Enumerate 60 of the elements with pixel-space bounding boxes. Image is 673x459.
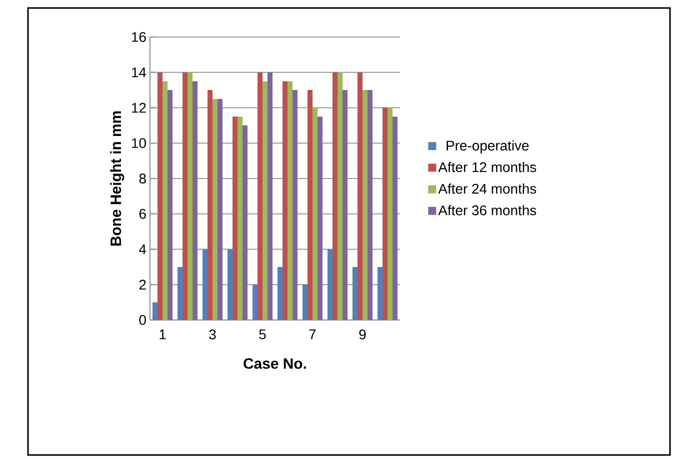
bar [318, 116, 322, 320]
x-tick-label: 9 [359, 330, 366, 340]
bar [242, 125, 248, 320]
legend-label: After 36 months [438, 205, 536, 216]
legend-label: Pre-operative [446, 140, 529, 154]
bar [288, 81, 292, 320]
bar [232, 116, 238, 320]
bar [182, 72, 188, 320]
bar [168, 90, 172, 320]
bar [152, 302, 158, 320]
x-tick-label: 3 [209, 330, 216, 340]
x-tick-label: 5 [259, 330, 266, 340]
y-axis-title: Bone Height in mm [110, 111, 124, 246]
y-tick-label: 8 [139, 174, 146, 184]
bar [387, 108, 392, 320]
bar [192, 81, 198, 320]
bar [382, 108, 388, 320]
bar [352, 266, 358, 320]
y-tick-label: 2 [139, 280, 146, 290]
bar [258, 72, 262, 320]
bar [238, 116, 242, 320]
x-tick-label: 1 [160, 330, 166, 340]
bar [392, 116, 398, 320]
x-tick-label: 7 [309, 330, 316, 340]
y-tick-label: 16 [132, 32, 146, 42]
y-tick-label: 10 [132, 138, 146, 148]
y-tick-label: 12 [132, 102, 146, 113]
bar [158, 72, 162, 320]
bar [178, 266, 182, 320]
bar [342, 90, 348, 320]
bar [212, 98, 218, 320]
bar [162, 81, 168, 320]
bar [262, 81, 268, 320]
bar [362, 90, 368, 320]
y-tick-label: 4 [139, 244, 146, 254]
bar [377, 266, 382, 320]
bar [292, 90, 298, 320]
bar [328, 249, 332, 320]
bar [208, 90, 212, 320]
y-tick-label: 6 [139, 208, 146, 219]
bar [278, 266, 282, 320]
bar [302, 284, 308, 320]
bar [338, 72, 342, 320]
y-tick-label: 14 [132, 68, 146, 78]
legend-label: After 24 months [438, 183, 536, 194]
bar [332, 72, 338, 320]
bar [268, 72, 272, 320]
bar [252, 284, 258, 320]
y-tick-label: 0 [139, 315, 146, 325]
bar [218, 98, 222, 320]
bar [282, 81, 288, 320]
bar [228, 249, 232, 320]
legend-label: After 12 months [438, 162, 536, 172]
bar [368, 90, 372, 320]
x-axis-title: Case No. [244, 358, 306, 369]
bar [188, 72, 192, 320]
bar [357, 72, 362, 320]
bar [308, 90, 312, 320]
bar [202, 249, 208, 320]
bar [312, 108, 318, 320]
